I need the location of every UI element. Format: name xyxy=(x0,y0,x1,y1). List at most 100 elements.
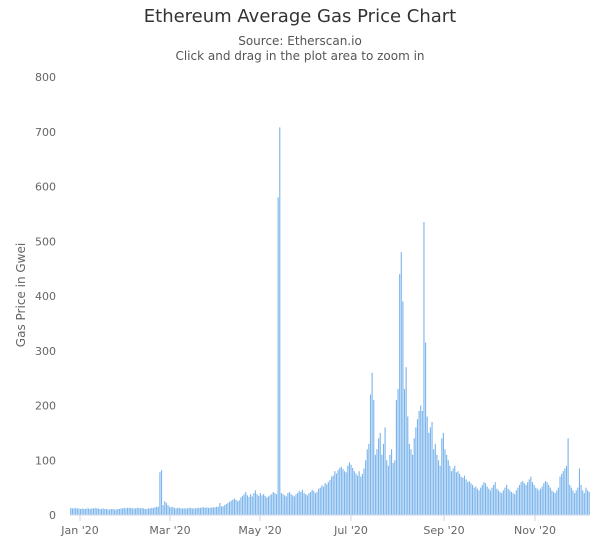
bar[interactable] xyxy=(84,508,86,515)
bar[interactable] xyxy=(405,367,407,515)
bar[interactable] xyxy=(522,481,524,515)
bar[interactable] xyxy=(494,482,496,515)
bar[interactable] xyxy=(227,502,229,515)
bar[interactable] xyxy=(193,508,195,515)
bar[interactable] xyxy=(582,490,584,515)
bar[interactable] xyxy=(240,497,242,515)
bar[interactable] xyxy=(569,484,571,515)
bar[interactable] xyxy=(217,506,219,515)
bar[interactable] xyxy=(91,508,93,515)
bar[interactable] xyxy=(167,505,169,515)
bar[interactable] xyxy=(287,493,289,515)
bar[interactable] xyxy=(578,468,581,515)
bar[interactable] xyxy=(170,507,172,515)
bar[interactable] xyxy=(219,502,221,515)
bar[interactable] xyxy=(101,508,103,515)
bar[interactable] xyxy=(433,449,435,515)
bar[interactable] xyxy=(509,490,511,515)
bar[interactable] xyxy=(450,471,453,515)
bar[interactable] xyxy=(583,493,585,515)
bar[interactable] xyxy=(285,496,287,515)
bar[interactable] xyxy=(384,427,386,515)
bar[interactable] xyxy=(517,487,519,516)
bar[interactable] xyxy=(190,507,192,515)
bar[interactable] xyxy=(446,454,448,515)
bar[interactable] xyxy=(154,507,156,515)
bar[interactable] xyxy=(298,490,300,515)
bar[interactable] xyxy=(194,508,197,515)
bar[interactable] xyxy=(220,506,223,515)
bar[interactable] xyxy=(209,507,211,515)
bar[interactable] xyxy=(344,471,346,515)
bar[interactable] xyxy=(347,465,349,515)
bar[interactable] xyxy=(122,508,124,515)
bar[interactable] xyxy=(463,475,466,515)
bar[interactable] xyxy=(182,508,184,515)
bar[interactable] xyxy=(152,507,154,515)
bar[interactable] xyxy=(224,505,226,515)
bar[interactable] xyxy=(416,419,419,515)
bar[interactable] xyxy=(455,472,457,515)
bar[interactable] xyxy=(96,508,98,515)
bar[interactable] xyxy=(407,416,409,515)
bar[interactable] xyxy=(115,509,117,515)
bar[interactable] xyxy=(89,508,91,515)
bar[interactable] xyxy=(428,432,430,516)
bar[interactable] xyxy=(518,484,521,515)
bar[interactable] xyxy=(389,454,391,515)
bar[interactable] xyxy=(530,476,532,515)
bar[interactable] xyxy=(159,472,161,515)
bar[interactable] xyxy=(105,508,108,515)
bar[interactable] xyxy=(201,507,203,515)
bar[interactable] xyxy=(554,493,556,515)
bar[interactable] xyxy=(457,471,459,515)
bar[interactable] xyxy=(143,508,145,515)
bar[interactable] xyxy=(306,495,308,515)
bar[interactable] xyxy=(523,483,525,515)
bar[interactable] xyxy=(169,506,171,515)
bar[interactable] xyxy=(79,508,82,515)
bar[interactable] xyxy=(128,507,130,515)
bar[interactable] xyxy=(272,492,274,515)
bar[interactable] xyxy=(525,484,527,515)
bar[interactable] xyxy=(562,471,564,515)
bar[interactable] xyxy=(275,494,278,515)
bar[interactable] xyxy=(165,502,167,515)
bar[interactable] xyxy=(211,507,213,515)
bar[interactable] xyxy=(76,508,78,515)
bar[interactable] xyxy=(565,465,568,515)
bar[interactable] xyxy=(261,495,263,515)
bar[interactable] xyxy=(70,507,72,515)
bar[interactable] xyxy=(462,477,464,515)
bar[interactable] xyxy=(326,484,328,515)
bar[interactable] xyxy=(418,410,420,515)
bar[interactable] xyxy=(506,484,508,515)
bar[interactable] xyxy=(442,432,444,516)
bar[interactable] xyxy=(204,507,206,515)
bar[interactable] xyxy=(478,490,480,515)
bar[interactable] xyxy=(476,488,478,515)
bar[interactable] xyxy=(157,506,159,515)
bar[interactable] xyxy=(284,495,286,515)
bar[interactable] xyxy=(83,508,85,515)
bar[interactable] xyxy=(146,508,148,515)
bar[interactable] xyxy=(198,507,200,515)
bar[interactable] xyxy=(501,493,503,515)
bar[interactable] xyxy=(400,252,402,515)
bar[interactable] xyxy=(541,486,543,515)
bar[interactable] xyxy=(102,508,104,515)
bar[interactable] xyxy=(540,488,542,515)
bar[interactable] xyxy=(248,496,250,515)
bar[interactable] xyxy=(164,501,166,515)
bar[interactable] xyxy=(332,475,334,515)
bar[interactable] xyxy=(138,507,140,515)
bar[interactable] xyxy=(444,449,446,515)
bar[interactable] xyxy=(368,443,370,515)
bar[interactable] xyxy=(340,466,342,515)
bar[interactable] xyxy=(491,487,493,516)
bar[interactable] xyxy=(199,507,201,515)
bar[interactable] xyxy=(339,467,341,515)
bar[interactable] xyxy=(454,465,456,515)
bar[interactable] xyxy=(410,449,412,515)
bar[interactable] xyxy=(546,482,548,515)
